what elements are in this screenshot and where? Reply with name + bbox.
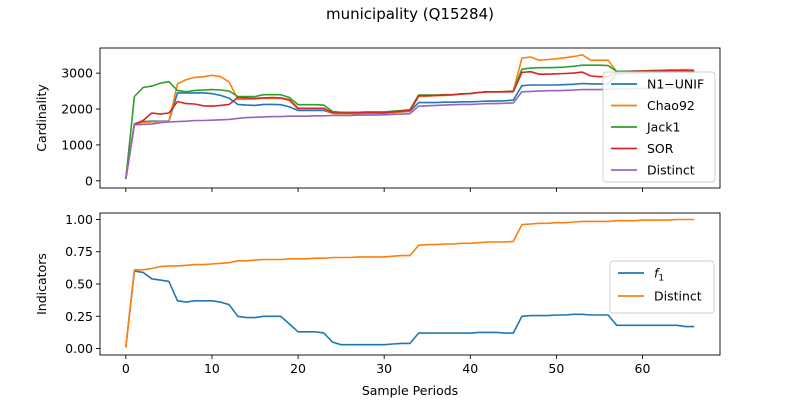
y-axis-label: Cardinality: [34, 84, 49, 152]
x-tick-label: 30: [376, 361, 392, 376]
x-tick-label: 0: [122, 361, 130, 376]
legend-label: Distinct: [654, 289, 702, 304]
legend-label: Jack1: [646, 120, 680, 135]
y-tick-label: 0.25: [65, 309, 93, 324]
y-tick-label: 2000: [61, 102, 93, 117]
series-line-1-1: [125, 218, 695, 348]
legend: N1−UNIF Chao92 Jack1 SOR Distinct: [602, 71, 716, 183]
legend-box: [602, 71, 716, 183]
y-tick-label: 1000: [61, 137, 93, 152]
x-tick-label: 20: [290, 361, 306, 376]
cardinality-panel: 0 1000 2000 3000 Cardinality N1−UNIF Chao92 Jac…: [34, 47, 721, 192]
legend-label: N1−UNIF: [647, 77, 704, 92]
series-line-0-3: [125, 69, 695, 180]
series-line-1-0: [125, 270, 695, 348]
x-tick-label: 40: [462, 361, 478, 376]
y-tick-label: 0: [85, 173, 93, 188]
y-tick-label: 3000: [61, 66, 93, 81]
legend-label: SOR: [647, 141, 674, 156]
y-tick-label: 1.00: [65, 212, 93, 227]
x-tick-label: 60: [635, 361, 651, 376]
y-tick-label: 0.50: [65, 277, 93, 292]
x-tick-label: 10: [204, 361, 220, 376]
series-line-0-4: [125, 86, 695, 180]
legend-label: f1: [654, 266, 664, 284]
y-tick-label: 0.00: [65, 341, 93, 356]
x-axis-label: Sample Periods: [362, 383, 458, 398]
x-tick-label: 50: [548, 361, 564, 376]
y-axis-label: Indicators: [34, 253, 49, 315]
legend-box: [609, 260, 715, 314]
legend: f1 Distinct: [609, 260, 715, 314]
legend-label: Distinct: [647, 163, 695, 178]
y-tick-label: 0.75: [65, 244, 93, 259]
axes-frame: [99, 47, 721, 189]
figure-title: municipality (Q15284): [326, 5, 494, 23]
indicators-panel: 0 10 20 30 40 50 60 0.00 0.25 0.50 0.75 1.00 Indicat…: [34, 212, 721, 398]
legend-label: Chao92: [647, 98, 695, 113]
